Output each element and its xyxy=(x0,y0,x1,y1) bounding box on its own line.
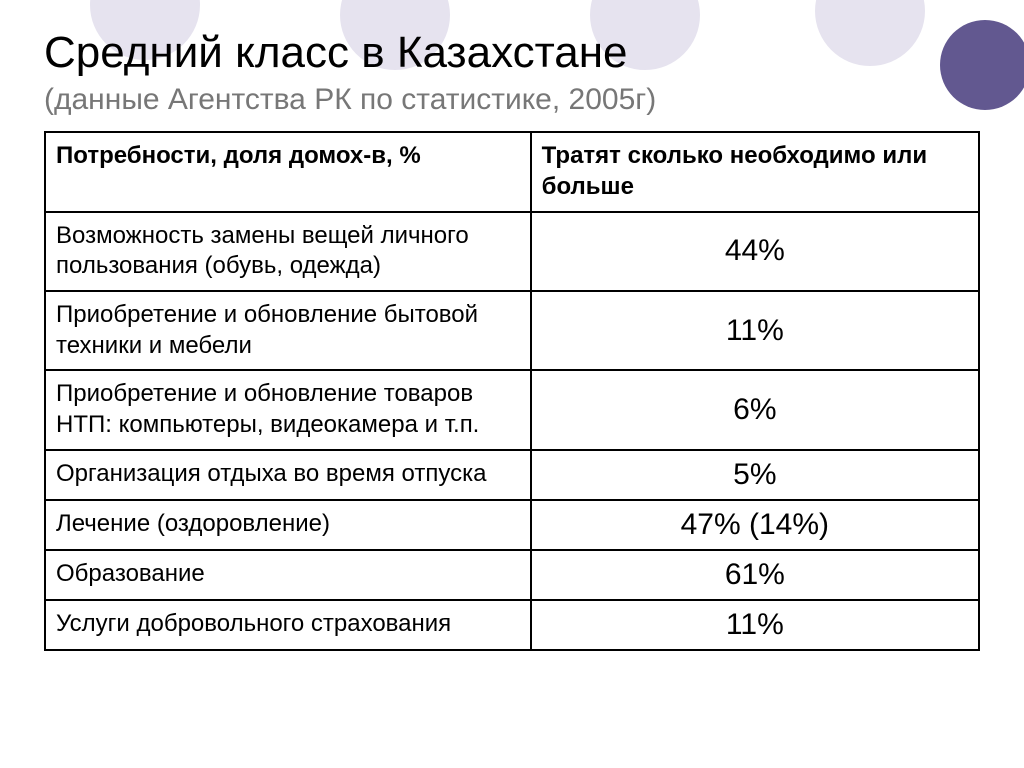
slide-subtitle: (данные Агентства РК по статистике, 2005… xyxy=(44,83,980,118)
row-value: 44% xyxy=(531,212,979,291)
table-row: Лечение (оздоровление)47% (14%) xyxy=(45,500,979,550)
table-row: Приобретение и обновление бытовой техник… xyxy=(45,291,979,370)
table-row: Приобретение и обновление товаров НТП: к… xyxy=(45,370,979,449)
table-row: Услуги добровольного страхования11% xyxy=(45,600,979,650)
row-label: Приобретение и обновление бытовой техник… xyxy=(45,291,531,370)
header-col2: Тратят сколько необходимо или больше xyxy=(531,132,979,211)
table-header-row: Потребности, доля домох-в, % Тратят скол… xyxy=(45,132,979,211)
row-value: 11% xyxy=(531,600,979,650)
row-value: 6% xyxy=(531,370,979,449)
table-row: Образование61% xyxy=(45,550,979,600)
header-col1: Потребности, доля домох-в, % xyxy=(45,132,531,211)
row-value: 11% xyxy=(531,291,979,370)
table-body: Возможность замены вещей личного пользов… xyxy=(45,212,979,650)
row-value: 5% xyxy=(531,450,979,500)
row-label: Лечение (оздоровление) xyxy=(45,500,531,550)
row-label: Организация отдыха во время отпуска xyxy=(45,450,531,500)
row-value: 47% (14%) xyxy=(531,500,979,550)
row-label: Услуги добровольного страхования xyxy=(45,600,531,650)
slide-content: Средний класс в Казахстане (данные Агент… xyxy=(0,0,1024,651)
row-label: Возможность замены вещей личного пользов… xyxy=(45,212,531,291)
row-label: Образование xyxy=(45,550,531,600)
row-label: Приобретение и обновление товаров НТП: к… xyxy=(45,370,531,449)
data-table: Потребности, доля домох-в, % Тратят скол… xyxy=(44,131,980,651)
row-value: 61% xyxy=(531,550,979,600)
table-row: Возможность замены вещей личного пользов… xyxy=(45,212,979,291)
slide-title: Средний класс в Казахстане xyxy=(44,28,980,79)
table-row: Организация отдыха во время отпуска5% xyxy=(45,450,979,500)
